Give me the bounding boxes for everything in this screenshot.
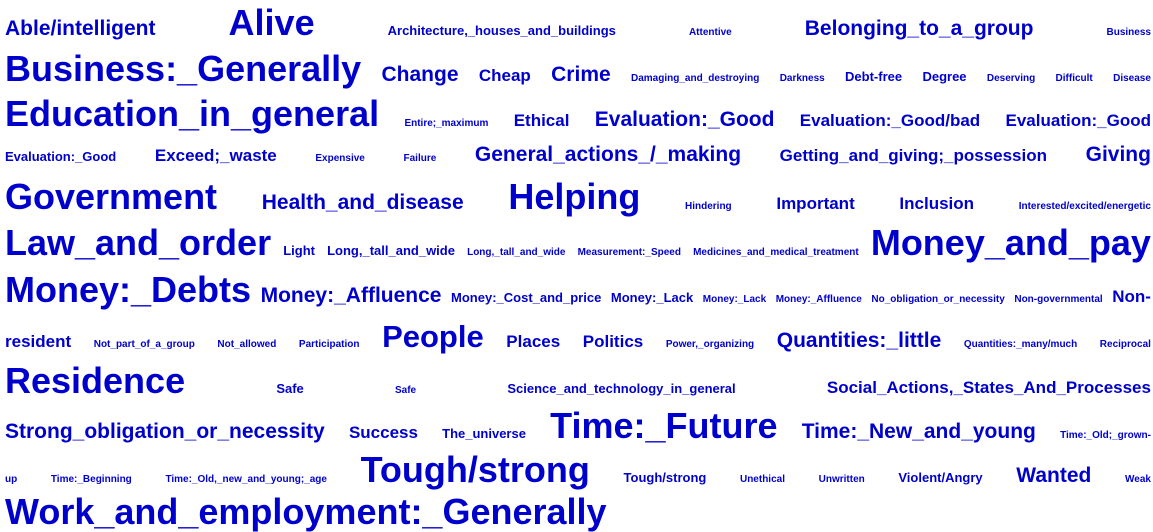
cloud-word: Reciprocal [1099,339,1151,350]
cloud-word: Measurement:_Speed [577,247,681,258]
cloud-word: Strong_obligation_or_necessity [5,420,325,443]
cloud-word: Participation [298,339,360,350]
cloud-word: Light [283,243,315,258]
cloud-word: Time:_Beginning [50,474,132,485]
cloud-word: Safe [395,385,417,396]
cloud-word: Wanted [1016,464,1092,487]
cloud-line: Government Health_and_disease Helping Hinde… [5,174,1151,219]
cloud-word: Important [776,194,855,213]
cloud-word: Money_and_pay [870,222,1151,263]
cloud-word: Politics [582,332,644,351]
cloud-word: Damaging_and_destroying [631,73,760,84]
cloud-word: Evaluation:_Good/bad [799,111,981,130]
cloud-line: Residence Safe Safe Science_and_technology_… [5,359,1151,403]
cloud-word: Money:_Lack [610,290,694,305]
cloud-word: Attentive [688,27,732,38]
cloud-word: Able/intelligent [5,17,156,40]
cloud-word: Ethical [513,111,570,130]
cloud-word: Law_and_order [5,222,272,263]
cloud-word: resident [5,332,72,351]
cloud-word: Tough/strong [623,470,707,485]
cloud-word: Money:_Lack [702,294,767,305]
cloud-word: Time:_New_and_young [801,420,1036,443]
cloud-word: Debt-free [845,69,903,84]
cloud-word: Weak [1125,474,1151,485]
cloud-word: Expensive [315,153,365,164]
cloud-word: Unwritten [818,474,865,485]
cloud-line: Business:_Generally Change Cheap Crime Damag… [5,46,1151,92]
cloud-line: Able/intelligent Alive Architecture,_house… [5,0,1151,46]
cloud-word: Work_and_employment:_Generally [5,491,607,532]
cloud-word: Unethical [739,474,785,485]
cloud-word: Government [5,176,218,217]
cloud-word: Exceed;_waste [154,146,277,165]
cloud-word: Tough/strong [360,449,590,490]
cloud-word: Residence [5,360,186,401]
cloud-line: Work_and_employment:_Generally [5,491,1151,532]
cloud-word: Change [381,63,459,86]
cloud-word: Evaluation:_Good [1005,111,1151,130]
cloud-word: Time:_Old;_grown- [1060,430,1151,441]
cloud-line: Money:_Debts Money:_Affluence Money:_Cost_… [5,266,1151,314]
cloud-word: Disease [1113,73,1151,84]
cloud-word: Medicines_and_medical_treatment [693,247,859,258]
cloud-word: Money:_Debts [5,269,252,310]
cloud-word: Crime [551,63,611,86]
cloud-line: Strong_obligation_or_necessity Success The… [5,403,1151,449]
cloud-word: Social_Actions,_States_And_Processes [826,378,1151,397]
cloud-line: resident Not_part_of_a_group Not_allowed Pa… [5,314,1151,359]
cloud-word: Alive [228,2,315,43]
cloud-word: Darkness [779,73,825,84]
cloud-word: Interested/excited/energetic [1018,201,1151,212]
cloud-word: Science_and_technology_in_general [507,381,736,396]
cloud-word: Violent/Angry [898,470,983,485]
cloud-word: Power,_organizing [665,339,755,350]
cloud-word: Giving [1085,143,1151,166]
cloud-word: Business:_Generally [5,48,362,89]
cloud-word: Money:_Affluence [775,294,862,305]
cloud-word: Success [348,423,418,442]
cloud-line: Evaluation:_Good Exceed;_waste Expensive Fa… [5,136,1151,174]
cloud-word: Places [506,332,561,351]
cloud-word: Architecture,_houses_and_buildings [387,23,616,38]
cloud-word: Safe [276,381,304,396]
cloud-word: Time:_Future [550,405,778,446]
cloud-word: Deserving [986,73,1036,84]
cloud-word: up [5,474,18,485]
cloud-word: Entire;_maximum [404,118,489,129]
cloud-word: Helping [508,176,641,217]
cloud-word: Long,_tall_and_wide [467,247,566,258]
cloud-word: Difficult [1055,73,1093,84]
cloud-word: Failure [403,153,437,164]
cloud-word: Getting_and_giving;_possession [779,146,1047,165]
cloud-word: Evaluation:_Good [594,108,775,131]
cloud-word: Health_and_disease [261,191,464,214]
cloud-word: Cheap [478,66,531,85]
cloud-word: Inclusion [899,194,975,213]
cloud-word: Hindering [685,201,732,212]
cloud-line: Education_in_general Entire;_maximum Ethic… [5,92,1151,136]
cloud-word: The_universe [442,426,526,441]
cloud-word: Money:_Cost_and_price [451,290,602,305]
cloud-word: Quantities:_little [776,329,942,352]
cloud-word: Money:_Affluence [260,284,442,307]
cloud-word: People [382,319,484,354]
cloud-word: Evaluation:_Good [5,149,117,164]
cloud-word: Not_part_of_a_group [93,339,195,350]
cloud-word: Degree [922,69,967,84]
cloud-word: Quantities:_many/much [963,339,1078,350]
cloud-word: Not_allowed [217,339,277,350]
cloud-line: Law_and_order Light Long,_tall_and_wide Lon… [5,219,1151,266]
cloud-line: up Time:_Beginning Time:_Old,_new_and_youn… [5,449,1151,491]
cloud-word: General_actions_/_making [474,143,742,166]
cloud-word: Time:_Old,_new_and_young;_age [165,474,327,485]
cloud-word: No_obligation_or_necessity [871,294,1005,305]
cloud-word: Non-governmental [1014,294,1103,305]
cloud-word: Belonging_to_a_group [804,17,1034,40]
cloud-word: Education_in_general [5,93,380,134]
cloud-word: Business [1106,27,1151,38]
cloud-word: Long,_tall_and_wide [327,243,455,258]
cloud-word: Non- [1112,287,1151,306]
